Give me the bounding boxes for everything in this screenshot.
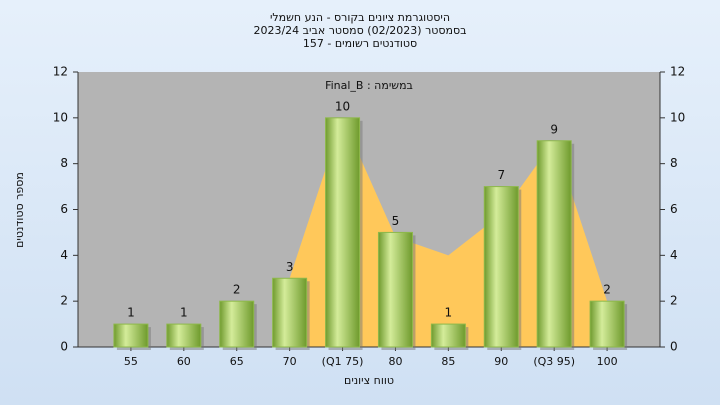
- x-tick-label: 65: [230, 355, 244, 368]
- y-tick-label: 0: [60, 340, 68, 354]
- bar: [430, 323, 466, 348]
- x-tick-label: (Q1 75): [322, 355, 364, 368]
- value-label: 1: [180, 306, 188, 320]
- bar: [377, 231, 413, 348]
- y2-tick-label: 10: [670, 110, 685, 124]
- chart-subtitle: בסמסטר (02/2023) סמסטר אביב 2023/24: [253, 24, 466, 37]
- value-label: 10: [335, 99, 350, 113]
- x-tick-label: 60: [177, 355, 191, 368]
- x-tick-label: 55: [124, 355, 138, 368]
- value-label: 9: [550, 122, 558, 136]
- y2-tick-label: 12: [670, 65, 685, 79]
- bar: [536, 140, 572, 348]
- bar: [113, 323, 149, 348]
- value-label: 1: [127, 306, 135, 320]
- y-tick-label: 8: [60, 156, 68, 170]
- x-axis-label: טווח ציונים: [344, 374, 394, 387]
- bar: [589, 300, 625, 348]
- y2-tick-label: 2: [670, 294, 678, 308]
- bar: [325, 117, 361, 348]
- x-tick-label: 100: [597, 355, 618, 368]
- y2-tick-label: 8: [670, 156, 678, 170]
- bar: [166, 323, 202, 348]
- y-axis-label: מספר סטודנטים: [13, 172, 26, 248]
- x-tick-label: 85: [441, 355, 455, 368]
- x-tick-label: (Q3 95): [533, 355, 575, 368]
- x-tick-label: 90: [494, 355, 508, 368]
- bar: [483, 186, 519, 348]
- y-tick-label: 10: [53, 110, 68, 124]
- value-label: 1: [445, 306, 453, 320]
- area: [289, 117, 608, 347]
- y-tick-label: 4: [60, 248, 68, 262]
- value-label: 7: [497, 168, 505, 182]
- y2-tick-label: 0: [670, 340, 678, 354]
- value-label: 3: [286, 260, 294, 274]
- value-label: 5: [392, 214, 400, 228]
- bar: [219, 300, 255, 348]
- y-tick-label: 2: [60, 294, 68, 308]
- value-label: 2: [233, 283, 241, 297]
- x-tick-label: 70: [283, 355, 297, 368]
- y-tick-label: 12: [53, 65, 68, 79]
- y2-tick-label: 6: [670, 202, 678, 216]
- value-label: 2: [603, 283, 611, 297]
- bar: [272, 277, 308, 348]
- chart-title: היסטוגרמת ציונים בקורס - הנע חשמלי: [270, 11, 450, 24]
- chart-subtitle: סטודנטים רשומים - 157: [303, 37, 417, 50]
- annotation: במשימה : Final_B: [325, 79, 413, 92]
- y2-tick-label: 4: [670, 248, 678, 262]
- y-tick-label: 6: [60, 202, 68, 216]
- x-tick-label: 80: [388, 355, 402, 368]
